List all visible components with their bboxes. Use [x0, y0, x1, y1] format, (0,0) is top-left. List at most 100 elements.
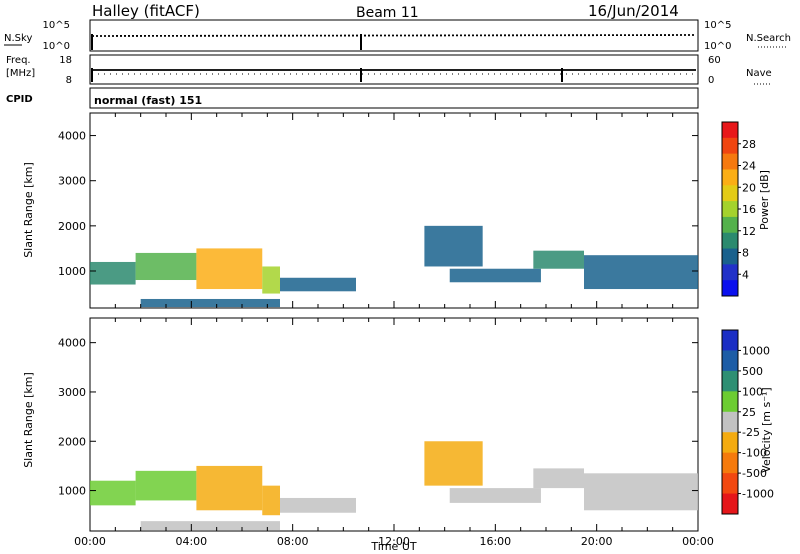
velocity-x-axis: 00:00 04:00 08:00 12:00 16:00 20:00 00:00 [74, 318, 714, 548]
velocity-y-tick-label: 3000 [58, 386, 86, 399]
power-colorbar-swatch [722, 201, 738, 218]
velocity-heatmap [90, 441, 698, 531]
velocity-x-tick-label: 00:00 [682, 535, 714, 548]
nave-label: Nave [746, 68, 772, 79]
velocity-y-axis-label: Slant Range [km] [22, 372, 35, 468]
velocity-cell [140, 521, 280, 531]
velocity-cell [196, 465, 263, 511]
noise-panel-frame [89, 19, 699, 52]
velocity-x-tick-label: 20:00 [581, 535, 613, 548]
velocity-cell [584, 473, 698, 511]
power-panel: 1000 2000 3000 4000 Slant Range [km] [22, 112, 699, 309]
velocity-y-axis: 1000 2000 3000 4000 [58, 337, 698, 498]
velocity-colorbar-frame [721, 329, 739, 515]
velocity-cell [280, 497, 356, 513]
power-y-tick-label: 2000 [58, 220, 86, 233]
power-cell [424, 225, 483, 267]
power-colorbar-swatch [722, 264, 738, 281]
noise-right-tick-bottom: 10^0 [704, 41, 731, 52]
noise-right-tick-top: 10^5 [704, 20, 731, 31]
power-cell [449, 268, 541, 283]
power-cell [196, 248, 263, 290]
power-colorbar-tick-label: 20 [742, 181, 756, 194]
velocity-colorbar-swatch [722, 391, 738, 413]
power-colorbar-swatch [722, 232, 738, 250]
noise-sky-label: N.Sky [4, 33, 32, 44]
velocity-x-tick-label: 08:00 [277, 535, 309, 548]
power-y-tick-label: 3000 [58, 175, 86, 188]
velocity-y-tick-label: 1000 [58, 485, 86, 498]
velocity-cell [449, 488, 541, 503]
power-colorbar-swatch [722, 137, 738, 155]
radar-title: Halley (fitACF) [92, 2, 200, 20]
cpid-frame [89, 87, 699, 109]
power-cell [262, 266, 280, 294]
power-colorbar-tick-label: 4 [742, 268, 749, 281]
velocity-x-tick-label: 16:00 [479, 535, 511, 548]
power-colorbar-tick-label: 24 [742, 160, 756, 173]
noise-panel: N.Sky 10^5 10^0 10^5 10^0 N.Search [4, 19, 791, 52]
power-cell [140, 298, 280, 308]
velocity-colorbar-label: Velocity [m s⁻¹] [760, 387, 773, 472]
velocity-cell [533, 468, 584, 489]
power-cell [533, 250, 584, 269]
velocity-colorbar-tick-label: 25 [742, 406, 756, 419]
noise-sky-trace [91, 34, 697, 37]
power-cell [135, 252, 197, 281]
power-cell [584, 255, 698, 290]
power-colorbar-swatch [722, 153, 738, 170]
velocity-colorbar-swatch [722, 350, 738, 372]
velocity-colorbar-swatch [722, 432, 738, 454]
velocity-colorbar: Velocity [m s⁻¹] 1000 500 100 25 -25 -100 -500… [721, 329, 774, 515]
velocity-colorbar-swatch [722, 493, 738, 515]
velocity-colorbar-tick-label: -500 [742, 467, 767, 480]
power-y-tick-label: 4000 [58, 130, 86, 143]
velocity-colorbar-swatch [722, 370, 738, 392]
cpid-row: CPID normal (fast) 151 [6, 87, 699, 109]
power-colorbar-swatch [722, 169, 738, 186]
cpid-value: normal (fast) 151 [94, 94, 202, 107]
power-heatmap [90, 225, 698, 308]
power-colorbar-tick-label: 16 [742, 203, 756, 216]
power-y-tick-label: 1000 [58, 265, 86, 278]
noise-left-tick-top: 10^5 [43, 20, 70, 31]
power-cell [90, 261, 136, 285]
velocity-colorbar-swatch [722, 452, 738, 474]
nave-tick-bottom: 0 [708, 75, 714, 86]
power-colorbar-swatch [722, 280, 738, 297]
noise-left-tick-bottom: 10^0 [43, 41, 70, 52]
velocity-colorbar-tick-label: 500 [742, 365, 763, 378]
power-y-axis-label: Slant Range [km] [22, 162, 35, 258]
power-colorbar-swatch [722, 122, 738, 139]
power-cell [280, 277, 356, 292]
power-colorbar: Power [dB] 28 24 20 16 12 8 4 [721, 121, 771, 297]
velocity-colorbar-tick-label: -1000 [742, 488, 774, 501]
velocity-y-tick-label: 4000 [58, 337, 86, 350]
velocity-x-tick-label: 00:00 [74, 535, 106, 548]
date-label: 16/Jun/2014 [588, 2, 679, 20]
frequency-panel-frame [89, 54, 699, 85]
velocity-y-tick-label: 2000 [58, 435, 86, 448]
power-y-axis: 1000 2000 3000 4000 [58, 130, 698, 278]
velocity-x-tick-label: 04:00 [175, 535, 207, 548]
frequency-panel: Freq. [MHz] 18 8 60 0 Nave [6, 54, 772, 86]
power-colorbar-tick-label: 28 [742, 138, 756, 151]
frequency-tick-bottom: 8 [66, 75, 72, 86]
cpid-label: CPID [6, 94, 33, 105]
power-colorbar-swatch [722, 216, 738, 234]
power-x-ticks [89, 113, 699, 308]
velocity-cell [262, 485, 280, 516]
noise-search-label: N.Search [746, 33, 791, 44]
velocity-colorbar-swatch [722, 473, 738, 495]
frequency-label: Freq. [6, 55, 31, 66]
power-colorbar-swatch [722, 248, 738, 265]
velocity-colorbar-swatch [722, 411, 738, 433]
velocity-cell [90, 480, 136, 506]
velocity-colorbar-tick-label: 100 [742, 385, 763, 398]
power-colorbar-swatch [722, 185, 738, 202]
frequency-unit-label: [MHz] [6, 68, 35, 79]
velocity-cell [424, 441, 483, 486]
velocity-colorbar-tick-label: -100 [742, 447, 767, 460]
velocity-colorbar-tick-label: -25 [742, 426, 760, 439]
